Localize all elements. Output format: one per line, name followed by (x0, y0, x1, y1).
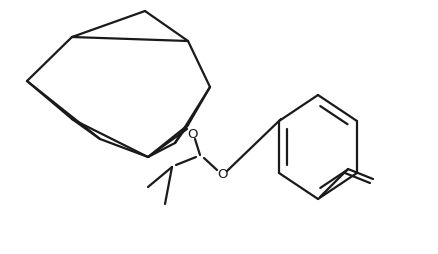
Text: O: O (217, 167, 227, 180)
Text: O: O (187, 128, 197, 141)
